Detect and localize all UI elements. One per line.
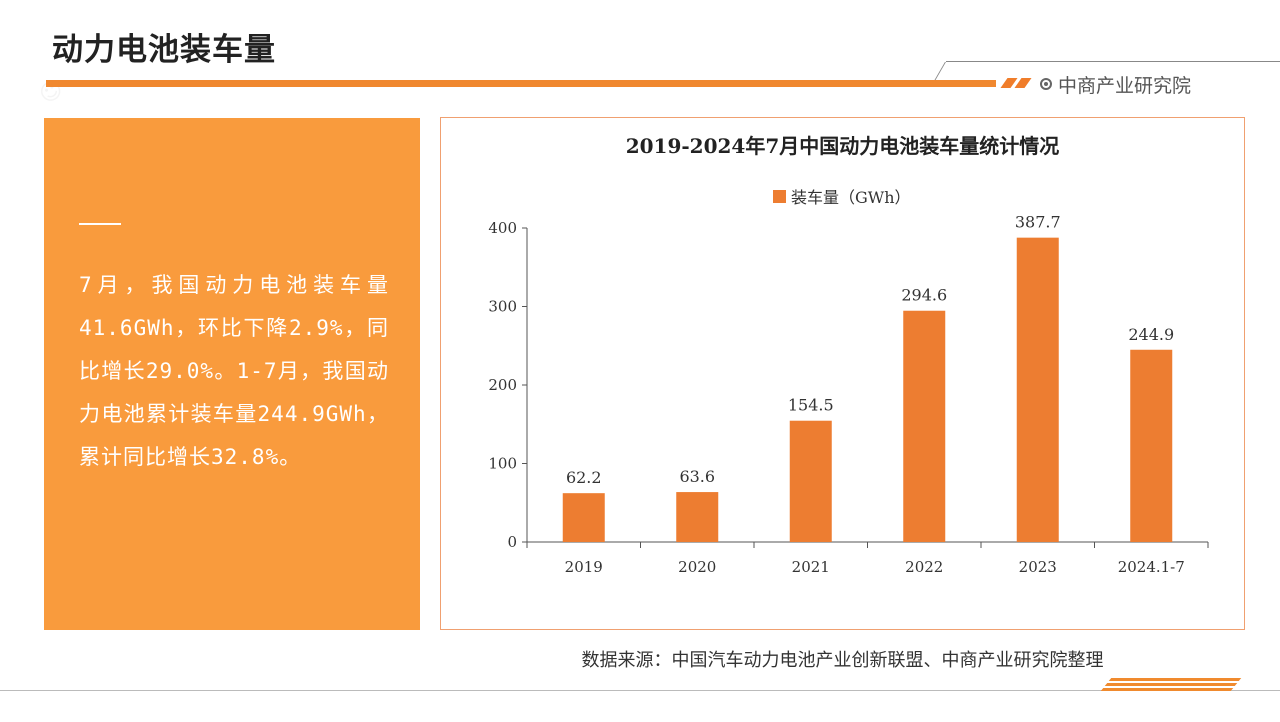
x-tick-label: 2019 bbox=[565, 558, 603, 576]
footer-stripe bbox=[1104, 683, 1238, 686]
x-tick-label: 2021 bbox=[792, 558, 830, 576]
legend-label: 装车量（GWh） bbox=[791, 188, 911, 207]
header-accent-bar bbox=[46, 80, 996, 87]
chart-legend: 装车量（GWh） bbox=[773, 186, 911, 207]
brand-name: 中商产业研究院 bbox=[1058, 74, 1192, 97]
data-label: 154.5 bbox=[788, 396, 834, 415]
y-tick-label: 100 bbox=[488, 455, 517, 473]
y-tick-label: 0 bbox=[507, 533, 517, 551]
data-label: 244.9 bbox=[1128, 325, 1174, 344]
page-title: 动力电池装车量 bbox=[52, 32, 276, 68]
x-tick-label: 2022 bbox=[905, 558, 943, 576]
chart-title: 2019-2024年7月中国动力电池装车量统计情况 bbox=[625, 134, 1060, 158]
bar bbox=[789, 420, 832, 542]
chart-frame bbox=[440, 117, 1245, 630]
summary-text: 7月，我国动力电池装车量41.6GWh，环比下降2.9%，同比增长29.0%。1… bbox=[79, 273, 389, 469]
footer-rule bbox=[0, 690, 1280, 691]
data-label: 294.6 bbox=[901, 286, 947, 305]
bar bbox=[903, 310, 946, 542]
bar bbox=[562, 493, 605, 542]
bar bbox=[1016, 237, 1059, 542]
brand-logo: 中商产业研究院 bbox=[1040, 70, 1191, 98]
x-tick-label: 2023 bbox=[1019, 558, 1057, 576]
x-tick-label: 2020 bbox=[678, 558, 716, 576]
data-label: 63.6 bbox=[679, 467, 715, 486]
y-tick-label: 400 bbox=[488, 219, 517, 237]
footer-stripe bbox=[1100, 688, 1234, 691]
data-source: 数据来源：中国汽车动力电池产业创新联盟、中商产业研究院整理 bbox=[581, 650, 1104, 671]
y-tick-label: 300 bbox=[488, 298, 517, 316]
data-label: 387.7 bbox=[1015, 213, 1061, 232]
data-label: 62.2 bbox=[566, 468, 602, 487]
footer-stripe bbox=[1108, 678, 1242, 681]
bar bbox=[676, 492, 719, 542]
header-rule bbox=[946, 61, 1280, 62]
panel-divider bbox=[79, 223, 121, 225]
bar bbox=[1130, 349, 1173, 542]
x-tick-label: 2024.1-7 bbox=[1118, 558, 1185, 576]
brand-icon bbox=[1040, 78, 1052, 90]
y-tick-label: 200 bbox=[488, 376, 517, 394]
legend-swatch bbox=[773, 189, 786, 203]
summary-panel bbox=[44, 118, 420, 630]
